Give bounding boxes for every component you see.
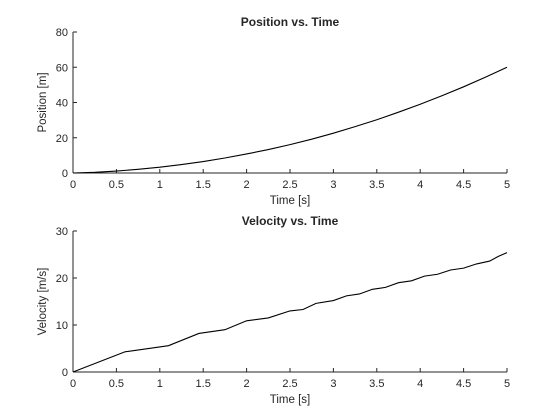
chart-1-title: Position vs. Time [241,15,340,29]
chart-2-x-label: Time [s] [270,394,310,406]
chart-1-x-tick-label: 4.5 [456,179,471,191]
chart-1-x-tick-label: 3.5 [369,179,384,191]
chart-1-x-tick-label: 1 [157,179,163,191]
chart-2-y-tick-label: 20 [56,273,68,285]
chart-2-x-tick-label: 2 [244,378,250,390]
chart-1-x-tick-label: 1.5 [196,179,211,191]
chart-2-x-tick-label: 5 [504,378,510,390]
chart-1-x-tick-label: 2 [244,179,250,191]
chart-1-y-label: Position [m] [37,72,49,132]
chart-2-x-tick-label: 1 [157,378,163,390]
chart-1-x-tick-label: 2.5 [282,179,297,191]
chart-2-x-tick-label: 0 [70,378,76,390]
chart-1-x-tick-label: 0 [70,179,76,191]
chart-2-y-tick-label: 30 [56,226,68,238]
chart-2-x-tick-label: 4.5 [456,378,471,390]
chart-2-x-tick-label: 4 [417,378,423,390]
chart-1-y-tick-label: 20 [56,133,68,145]
chart-1-y-tick-label: 80 [56,27,68,39]
chart-1-y-tick-label: 0 [62,168,68,180]
chart-1-x-tick-label: 0.5 [109,179,124,191]
chart-2-y-tick-label: 10 [56,320,68,332]
chart-1-x-tick-label: 5 [504,179,510,191]
chart-2-series-line-1 [72,252,508,373]
chart-1-y-tick-label: 40 [56,98,68,110]
chart-2-x-tick-label: 1.5 [196,378,211,390]
chart-2-x-tick-label: 3.5 [369,378,384,390]
chart-2-y-tick-label: 0 [62,367,68,379]
chart-1: 0 0.5 1 1.5 2 2.5 3 3.5 4 4.5 5 0 20 40 60 80 Position v… [37,15,510,207]
chart-2-y-label: Velocity [m/s] [37,268,49,336]
chart-2: 0 0.5 1 1.5 2 2.5 3 3.5 4 4.5 5 0 10 20 30 Velocity vs.… [37,214,510,406]
chart-1-x-tick-label: 3 [330,179,336,191]
chart-2-title: Velocity vs. Time [242,214,339,228]
chart-1-x-label: Time [s] [270,195,310,207]
chart-2-x-tick-label: 0.5 [109,378,124,390]
chart-2-x-tick-label: 3 [330,378,336,390]
chart-1-x-tick-label: 4 [417,179,423,191]
chart-1-y-tick-label: 60 [56,62,68,74]
chart-2-x-tick-label: 2.5 [282,378,297,390]
chart-1-series-line-1 [72,66,508,174]
